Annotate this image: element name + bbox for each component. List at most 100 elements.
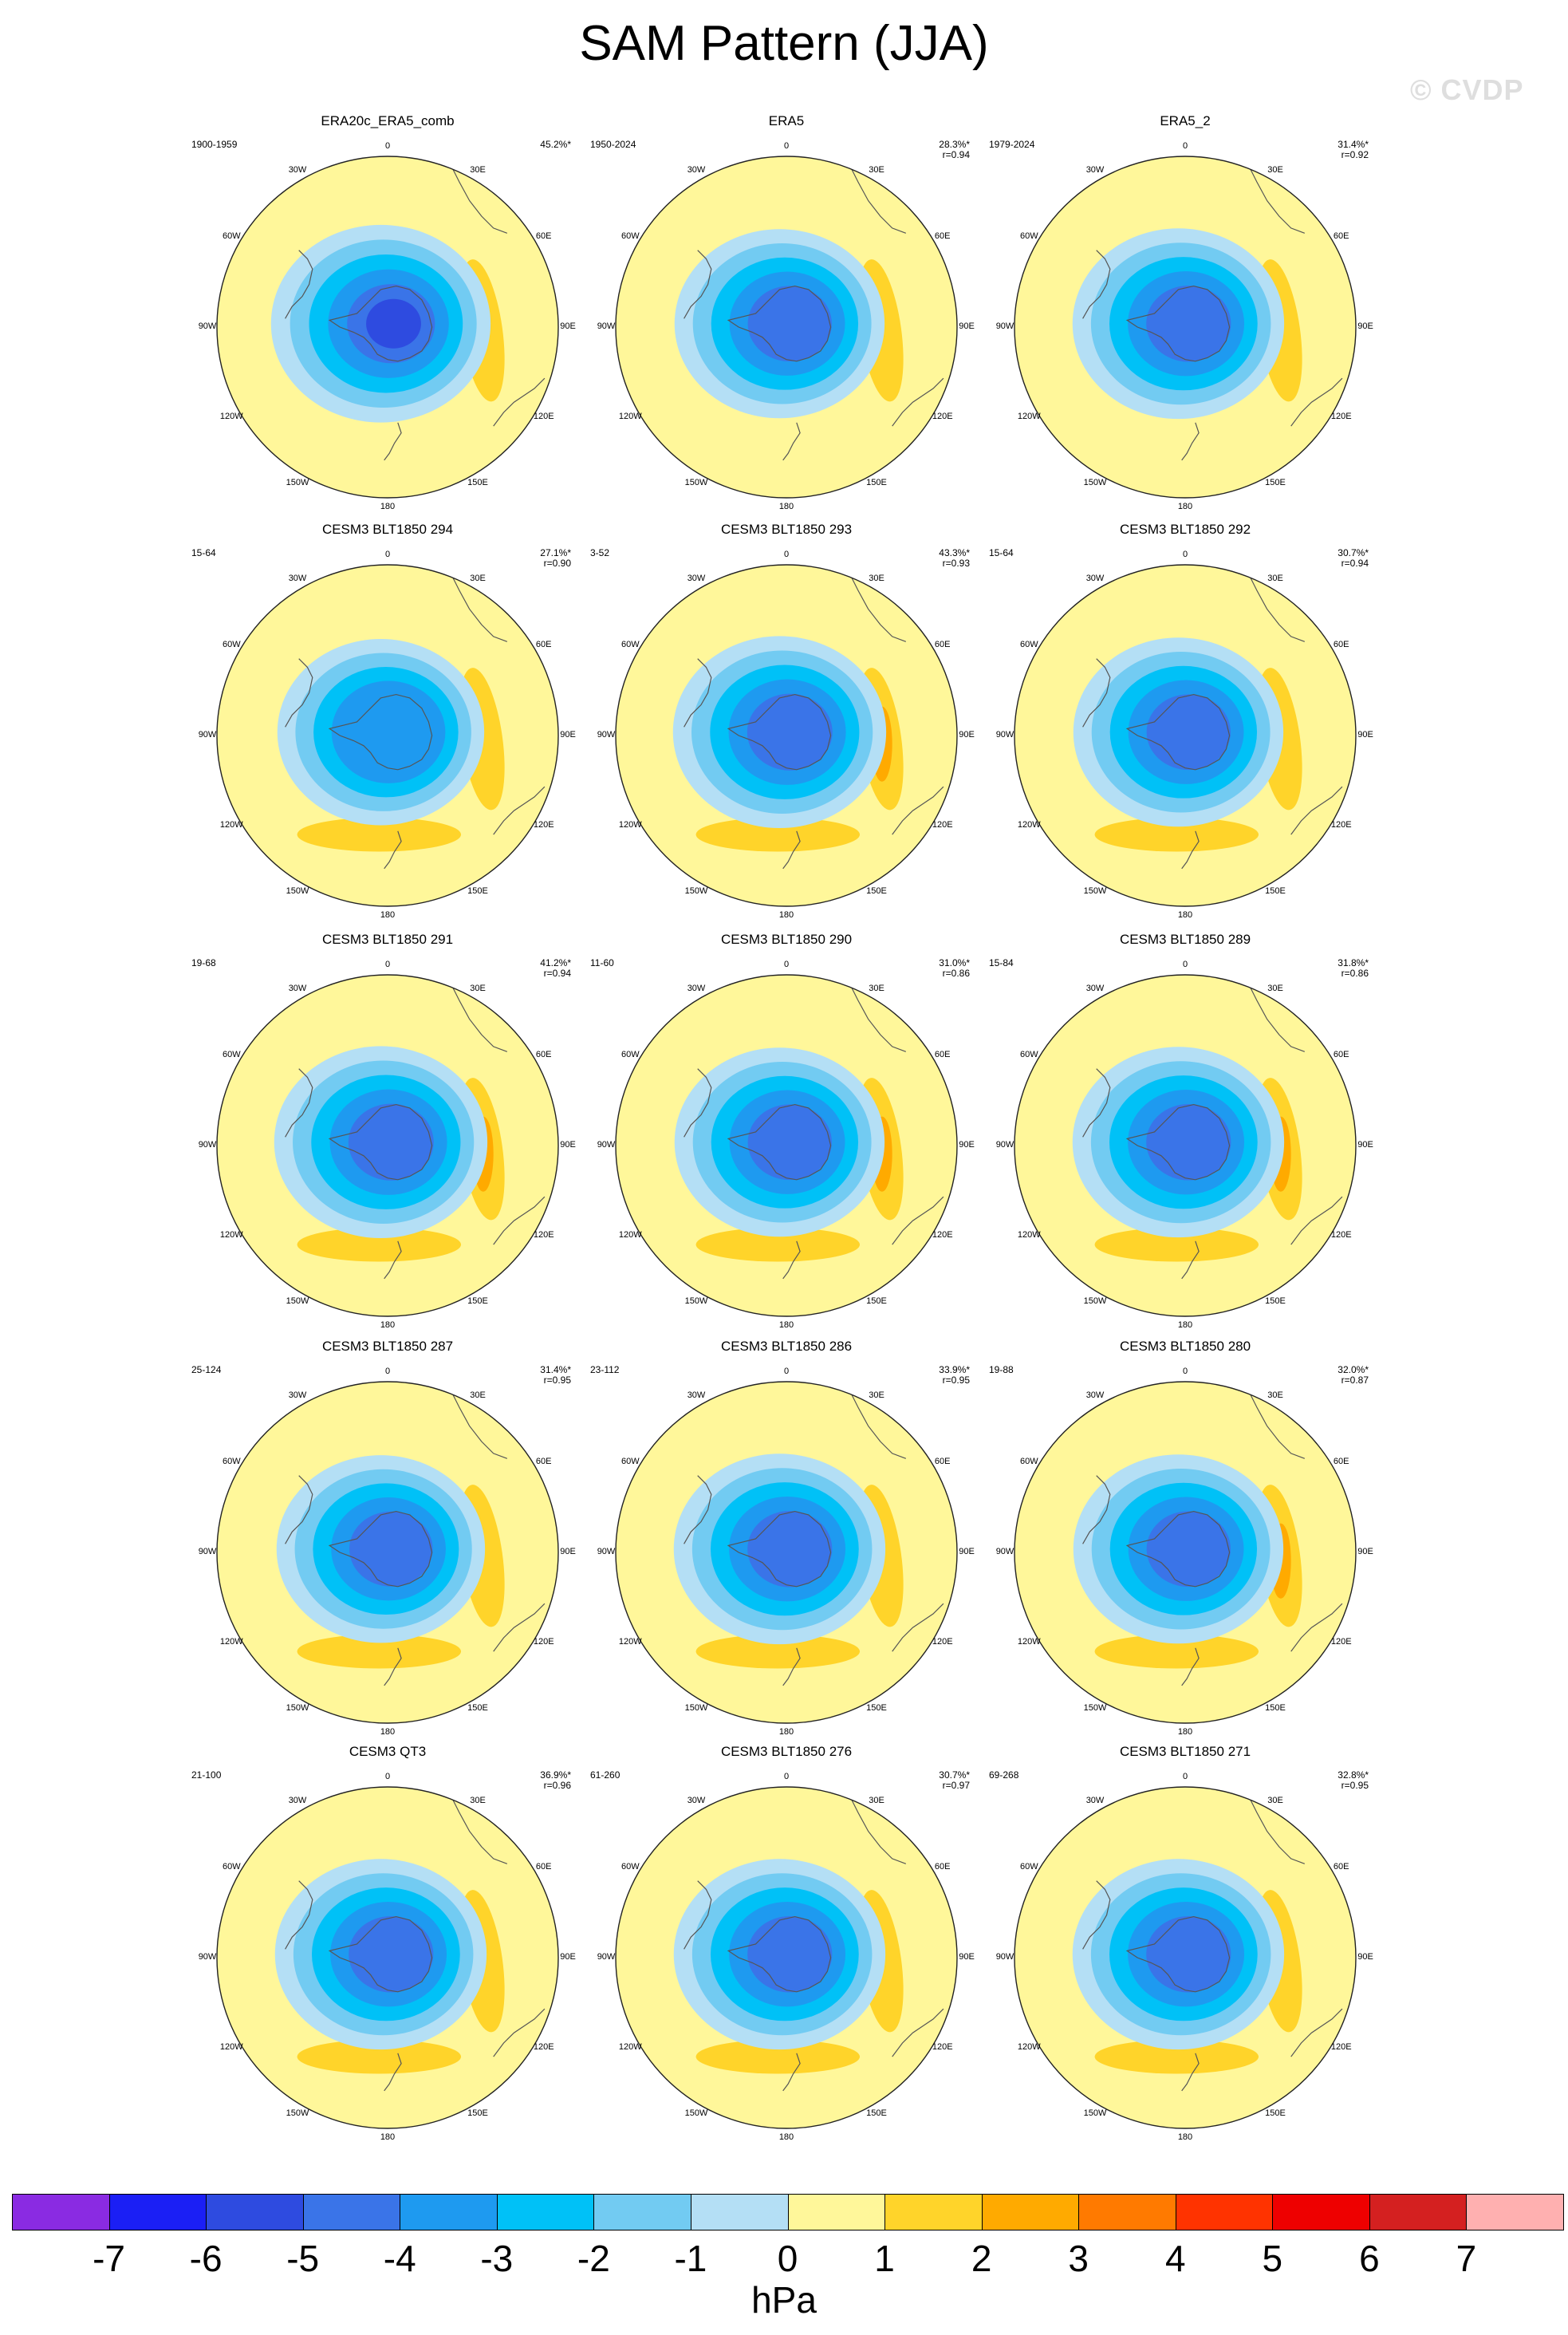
longitude-label: 0	[783, 1772, 790, 1781]
pattern-correlation: r=0.97	[942, 1780, 970, 1791]
panel-stats: 43.3%* r=0.93	[939, 548, 970, 569]
polar-map	[216, 974, 559, 1317]
coastline	[451, 1393, 508, 1459]
panel-years: 15-64	[989, 547, 1014, 558]
longitude-label: 120W	[1017, 1230, 1041, 1240]
coastline	[328, 1103, 433, 1181]
panel-stats: 32.8%* r=0.95	[1338, 1770, 1369, 1791]
longitude-label: 0	[1182, 1367, 1188, 1376]
negative-anomaly-level	[366, 298, 421, 349]
pattern-correlation: r=0.96	[543, 1780, 571, 1791]
panel-title: CESM3 BLT1850 276	[720, 1744, 853, 1759]
map-panel: CESM3 BLT1850 291 19-68 41.2%* r=0.94 0 30E 60…	[180, 932, 595, 1351]
polar-map	[615, 1786, 958, 2129]
coastline	[892, 786, 944, 835]
longitude-label: 90E	[560, 1952, 576, 1962]
longitude-label: 30W	[687, 574, 706, 584]
longitude-label: 60W	[1019, 640, 1038, 649]
pattern-correlation: r=0.92	[1341, 149, 1369, 160]
longitude-label: 150W	[684, 1296, 708, 1306]
coastline	[328, 1510, 433, 1588]
longitude-label: 0	[783, 1367, 790, 1376]
polar-map	[216, 564, 559, 907]
panel-title: CESM3 BLT1850 280	[1119, 1339, 1251, 1354]
map-panel: CESM3 BLT1850 286 23-112 33.9%* r=0.95 0 30E 6…	[579, 1339, 994, 1758]
colorbar-cell	[1175, 2194, 1274, 2230]
map-panel: CESM3 BLT1850 271 69-268 32.8%* r=0.95 0 30E 6…	[978, 1744, 1393, 2163]
longitude-label: 60E	[934, 231, 951, 241]
coastline	[1181, 830, 1200, 870]
map-boundary	[216, 1786, 559, 2129]
variance-explained: 31.4%*	[540, 1364, 571, 1375]
coastline	[892, 1196, 944, 1245]
coastline	[850, 1798, 907, 1864]
longitude-label: 60E	[535, 1050, 552, 1059]
coastline	[892, 377, 944, 427]
colorbar-cell	[884, 2194, 983, 2230]
coastline	[1082, 1475, 1111, 1544]
longitude-label: 120W	[618, 1637, 642, 1647]
longitude-label: 90W	[995, 1547, 1014, 1556]
coastline	[727, 1915, 832, 1993]
longitude-label: 30W	[288, 1796, 307, 1806]
map-boundary	[1014, 1786, 1357, 2129]
longitude-label: 30E	[1267, 574, 1283, 584]
coastline	[285, 1475, 313, 1544]
longitude-label: 120W	[219, 412, 243, 421]
variance-explained: 33.9%*	[939, 1364, 970, 1375]
pattern-correlation: r=0.86	[942, 968, 970, 979]
negative-anomaly-level	[747, 1104, 832, 1181]
longitude-label: 60E	[1333, 1862, 1349, 1872]
longitude-label: 90E	[959, 1140, 975, 1150]
coastline	[1249, 1798, 1306, 1864]
longitude-label: 60E	[934, 1457, 951, 1466]
coastline	[1125, 1915, 1231, 1993]
polar-map	[1014, 1381, 1357, 1724]
longitude-label: 60W	[621, 231, 640, 241]
panel-years: 21-100	[191, 1769, 222, 1781]
negative-anomaly-level	[1146, 285, 1231, 362]
panel-title: CESM3 QT3	[349, 1744, 427, 1759]
variance-explained: 45.2%*	[540, 139, 571, 150]
map-panel: CESM3 BLT1850 276 61-260 30.7%* r=0.97 0 30E 6…	[579, 1744, 994, 2163]
coastline	[1290, 2008, 1343, 2057]
polar-map	[216, 1786, 559, 2129]
longitude-label: 0	[1182, 1772, 1188, 1781]
longitude-label: 90E	[1357, 321, 1373, 331]
longitude-label: 90E	[959, 1547, 975, 1556]
longitude-label: 150E	[866, 885, 887, 896]
longitude-label: 0	[1182, 550, 1188, 559]
polar-map	[1014, 156, 1357, 499]
pattern-correlation: r=0.95	[1341, 1780, 1369, 1791]
negative-anomaly-level	[747, 693, 833, 771]
longitude-label: 0	[783, 960, 790, 969]
longitude-label: 180	[778, 910, 794, 920]
colorbar-tick-label: 3	[1068, 2238, 1089, 2279]
map-boundary	[615, 974, 958, 1317]
longitude-label: 30W	[1085, 984, 1105, 994]
negative-anomaly-level	[747, 1510, 833, 1588]
colorbar-cell	[690, 2194, 789, 2230]
negative-anomaly-level	[331, 680, 446, 783]
longitude-label: 180	[1177, 2132, 1193, 2142]
longitude-label: 60E	[1333, 1050, 1349, 1059]
colorbar-tick-label: -5	[286, 2238, 320, 2279]
coastline	[328, 285, 433, 362]
longitude-label: 120E	[533, 1230, 554, 1240]
coastline	[684, 1475, 712, 1544]
longitude-label: 30E	[1267, 1390, 1283, 1401]
longitude-label: 60E	[934, 1050, 951, 1059]
longitude-label: 60W	[621, 1457, 640, 1466]
panel-title: CESM3 BLT1850 291	[321, 932, 454, 947]
coastline	[384, 1647, 402, 1686]
longitude-label: 90E	[560, 1140, 576, 1150]
map-boundary	[216, 156, 559, 499]
longitude-label: 60W	[222, 1050, 241, 1059]
longitude-label: 150E	[1265, 885, 1286, 896]
longitude-label: 150W	[1083, 1296, 1107, 1306]
longitude-label: 150W	[684, 885, 708, 896]
variance-explained: 28.3%*	[939, 139, 970, 150]
panel-title: CESM3 BLT1850 271	[1119, 1744, 1251, 1759]
pattern-correlation: r=0.95	[543, 1375, 571, 1386]
panel-stats: 31.8%* r=0.86	[1338, 958, 1369, 979]
